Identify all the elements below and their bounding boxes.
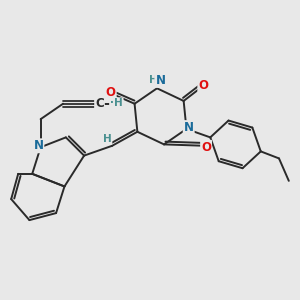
Text: N: N bbox=[155, 74, 165, 87]
Text: H: H bbox=[103, 134, 112, 144]
Text: O: O bbox=[106, 86, 116, 99]
Text: ·H: ·H bbox=[110, 98, 123, 108]
Text: C: C bbox=[95, 97, 104, 110]
Text: O: O bbox=[198, 79, 208, 92]
Text: H: H bbox=[149, 76, 158, 85]
Text: O: O bbox=[201, 141, 211, 154]
Text: N: N bbox=[184, 121, 194, 134]
Text: N: N bbox=[33, 139, 43, 152]
